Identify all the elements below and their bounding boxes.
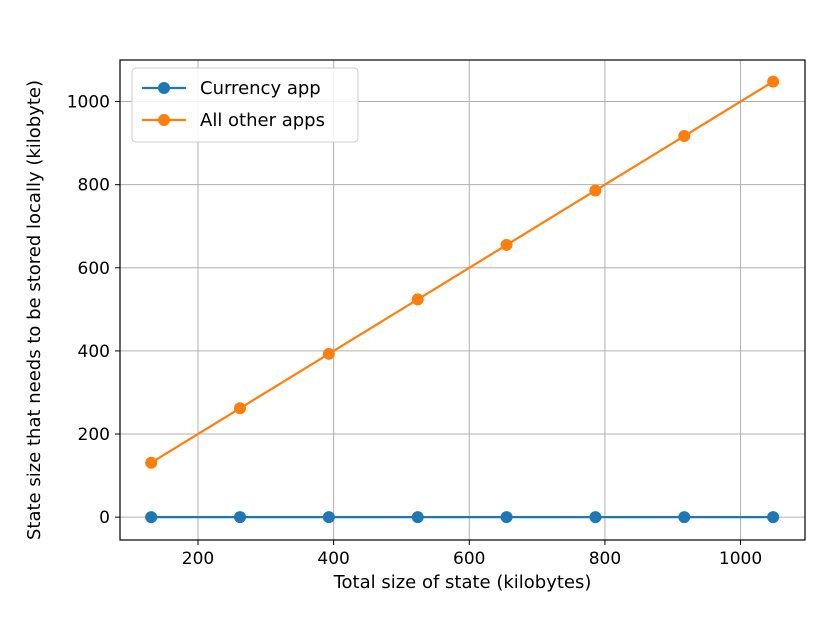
x-tick-label: 600 <box>453 549 485 569</box>
legend-box <box>131 67 359 143</box>
data-point <box>234 402 247 415</box>
x-axis-title: Total size of state (kilobytes) <box>333 572 592 593</box>
axis-ticks: 200 400 600 800 1000 0 200 400 600 800 1000 <box>67 93 762 569</box>
series-1 <box>145 75 780 469</box>
data-point <box>145 456 158 469</box>
x-tick-label: 400 <box>317 549 349 569</box>
x-tick-label: 1000 <box>719 549 762 569</box>
data-point <box>411 511 424 524</box>
y-axis-title: State size that needs to be stored local… <box>24 80 45 540</box>
plot-area-frame <box>119 59 806 541</box>
y-tick-label: 0 <box>99 508 110 528</box>
legend-label: Currency app <box>200 78 321 99</box>
y-tick-label: 1000 <box>67 93 110 113</box>
legend: Currency app All other apps <box>131 67 359 143</box>
legend-marker <box>158 82 170 94</box>
x-tick-label: 800 <box>589 549 621 569</box>
data-point <box>678 130 691 143</box>
legend-item: All other apps <box>142 110 325 131</box>
data-point <box>500 238 513 251</box>
data-point <box>322 511 335 524</box>
data-point <box>500 511 513 524</box>
data-point <box>767 75 780 88</box>
data-point <box>678 511 691 524</box>
data-point <box>234 511 247 524</box>
data-point <box>589 511 602 524</box>
data-point <box>145 511 158 524</box>
x-tick-label: 200 <box>182 549 214 569</box>
y-tick-label: 800 <box>78 176 110 196</box>
series-line <box>150 80 774 464</box>
legend-label: All other apps <box>200 110 325 131</box>
series-0 <box>145 511 780 524</box>
data-point <box>411 293 424 306</box>
series-layer <box>145 75 780 524</box>
data-point <box>767 511 780 524</box>
y-tick-label: 600 <box>78 259 110 279</box>
y-tick-label: 400 <box>78 342 110 362</box>
legend-item: Currency app <box>142 78 321 99</box>
y-tick-label: 200 <box>78 425 110 445</box>
data-point <box>322 347 335 360</box>
data-point <box>589 184 602 197</box>
legend-marker <box>158 114 170 126</box>
